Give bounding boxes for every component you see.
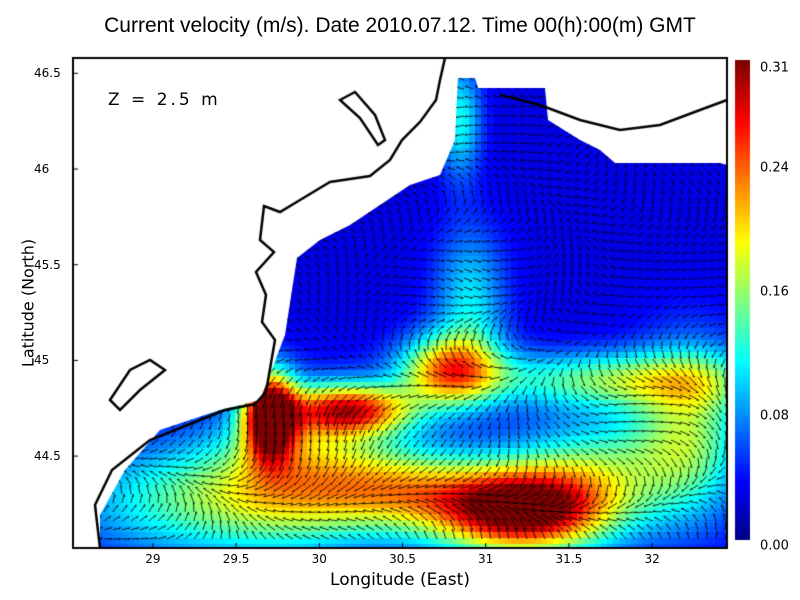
y-tick-label: 45 <box>34 353 50 368</box>
x-axis-label: Longitude (East) <box>330 570 470 590</box>
y-tick-label: 46 <box>34 162 50 177</box>
x-tick-label: 29.5 <box>222 552 250 566</box>
x-tick-label: 30.5 <box>389 552 416 566</box>
y-axis-label: Latitude (North) <box>18 238 38 368</box>
x-tick-label: 30 <box>311 552 327 566</box>
depth-annotation: Z = 2.5 m <box>108 90 221 110</box>
colorbar-tick-label: 0.08 <box>760 408 789 424</box>
chart-title: Current velocity (m/s). Date 2010.07.12.… <box>104 14 696 37</box>
x-tick-label: 31 <box>478 552 494 566</box>
colorbar-tick-label: 0.16 <box>760 284 789 300</box>
x-tick-label: 32 <box>644 552 660 566</box>
colorbar-tick-label: 0.31 <box>760 60 789 76</box>
x-tick-label: 31.5 <box>555 552 583 566</box>
colorbar-tick-label: 0.00 <box>760 538 789 554</box>
colorbar-tick-label: 0.24 <box>760 160 789 176</box>
y-tick-label: 44.5 <box>34 449 61 464</box>
x-tick-label: 29 <box>145 552 161 566</box>
y-tick-label: 45.5 <box>34 257 61 272</box>
y-tick-label: 46.5 <box>34 66 61 81</box>
